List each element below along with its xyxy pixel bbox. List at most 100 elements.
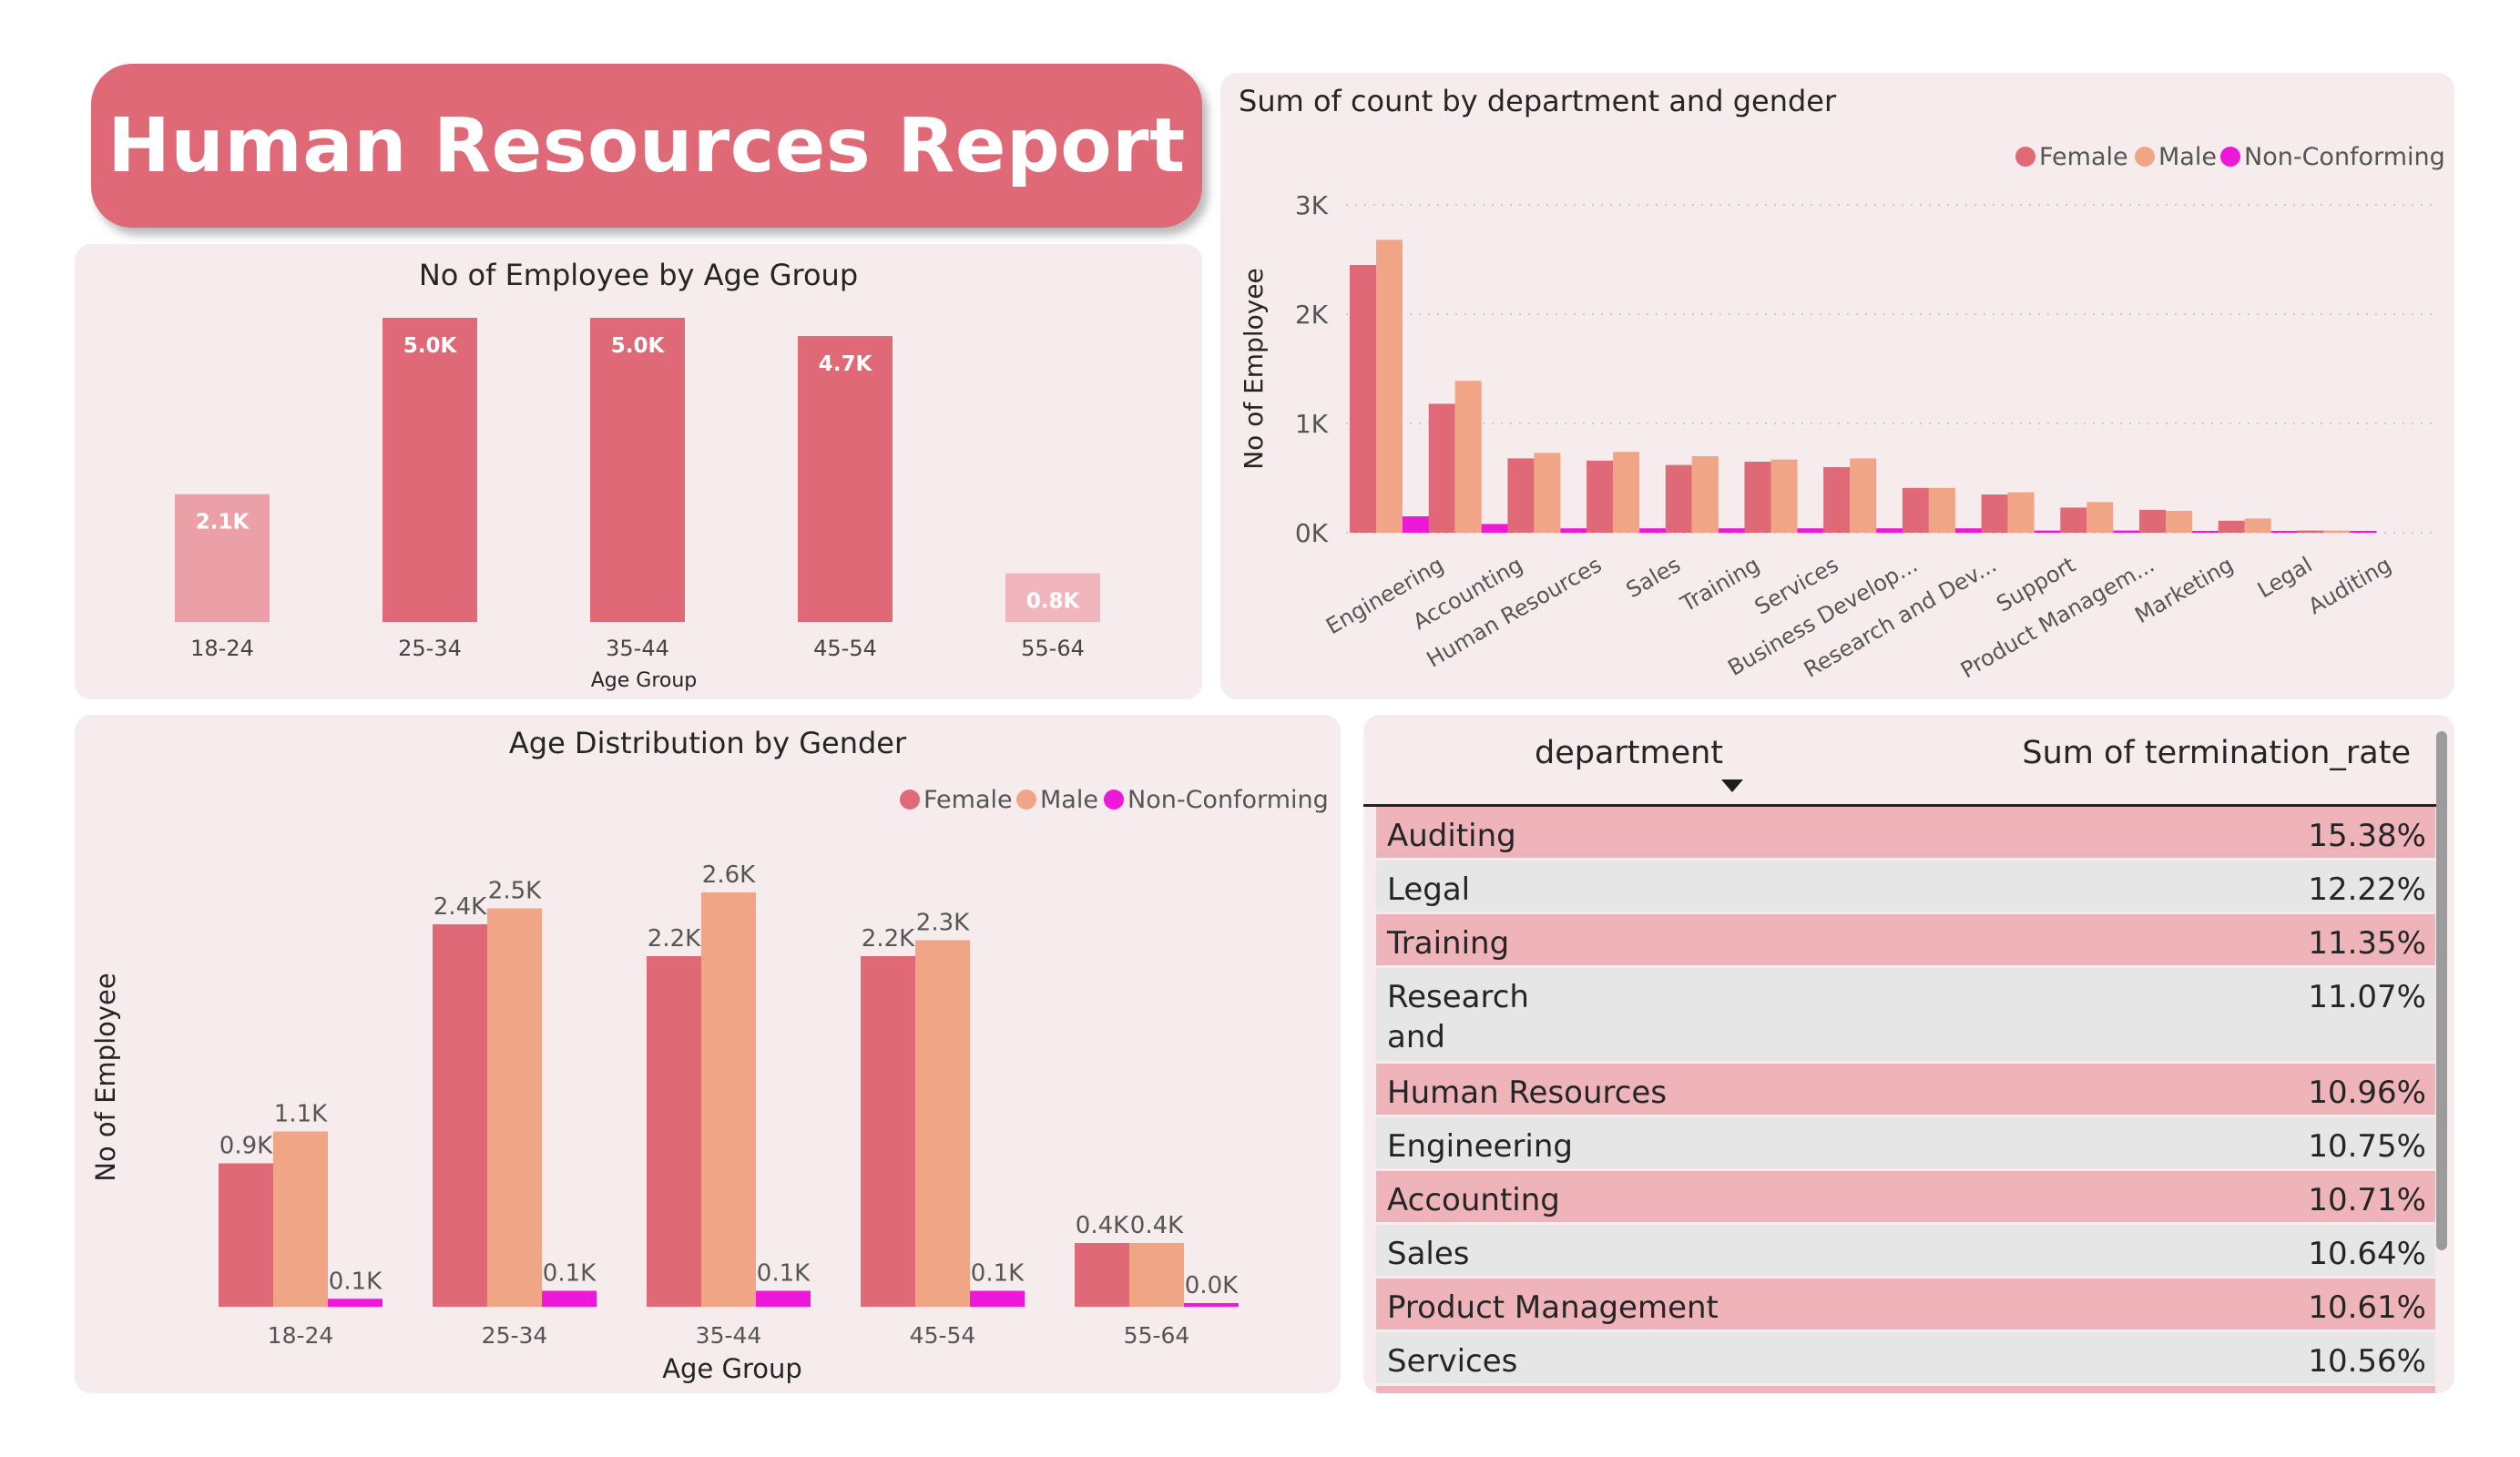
- bar-services-female: [1744, 462, 1771, 533]
- bar-25-34-male: [487, 908, 542, 1307]
- bar-support-non-conforming: [2034, 530, 2061, 533]
- bar-marketing-female: [2139, 509, 2166, 533]
- bar-sales-male: [1613, 452, 1640, 533]
- column-header-department[interactable]: department: [1535, 735, 1724, 771]
- bar-45-54-female: [861, 956, 915, 1307]
- x-tick-25-34: 25-34: [482, 1322, 548, 1349]
- bar-auditing-non-conforming: [2350, 531, 2377, 533]
- x-tick-45-54: 45-54: [910, 1322, 976, 1349]
- bar-45-54-male: [915, 940, 970, 1307]
- bar-support-female: [1981, 494, 2008, 533]
- age-distribution-gender-chart: Age Distribution by Gender Female Male Non-…: [90, 726, 1329, 1384]
- bar-35-44: [590, 318, 685, 622]
- x-axis-label: Age Group: [662, 1353, 802, 1384]
- legend-label-male: Male: [2158, 143, 2217, 171]
- bar-research-and-dev-female: [1902, 487, 1929, 533]
- x-axis-label: Age Group: [591, 669, 698, 692]
- termination-rate-table[interactable]: department Sum of termination_rate Audit…: [1363, 715, 2454, 1393]
- cell-department: Services: [1387, 1343, 1518, 1380]
- sort-desc-icon[interactable]: [1719, 777, 1746, 795]
- cell-termination-rate: 11.07%: [2308, 979, 2426, 1015]
- x-tick-18-24: 18-24: [190, 636, 254, 661]
- data-label-25-34-female: 2.4K: [434, 893, 487, 921]
- table-row[interactable]: Research and Development11.07%: [1376, 968, 2435, 1095]
- x-tick-25-34: 25-34: [398, 636, 462, 661]
- bar-25-34: [383, 318, 477, 622]
- data-label-35-44-female: 2.2K: [648, 925, 701, 953]
- data-label-45-54-male: 2.3K: [916, 910, 970, 937]
- table-row[interactable]: Engineering 10.75%: [1376, 1117, 2435, 1168]
- data-label-45-54-female: 2.2K: [862, 925, 915, 953]
- bar-engineering-female: [1350, 265, 1376, 533]
- legend-dot-non-conforming: [2220, 147, 2240, 167]
- data-label-35-44: 5.0K: [611, 334, 666, 358]
- bar-legal-male: [2244, 518, 2271, 533]
- age-gender-chart-panel[interactable]: Age Distribution by Gender Female Male Non-…: [75, 715, 1341, 1393]
- y-tick-1K: 1K: [1295, 409, 1329, 439]
- bar-35-44-male: [701, 892, 756, 1307]
- data-label-18-24-male: 1.1K: [274, 1101, 328, 1128]
- bar-support-male: [2007, 492, 2035, 533]
- bar-sales-female: [1586, 460, 1614, 533]
- legend-label-female: Female: [923, 786, 1013, 814]
- bar-35-44-non-conforming: [756, 1290, 811, 1307]
- report-title-banner: Human Resources Report: [91, 64, 1202, 228]
- table-scrollbar-thumb[interactable]: [2436, 731, 2447, 1250]
- bar-business-develop-non-conforming: [1876, 528, 1903, 533]
- data-label-25-34-non-conforming: 0.1K: [543, 1260, 597, 1288]
- bar-55-64: [1005, 573, 1100, 622]
- table-row[interactable]: Sales 10.64%: [1376, 1225, 2435, 1276]
- table-row[interactable]: Auditing 15.38%: [1376, 807, 2435, 858]
- legend-label-non-conforming: Non-Conforming: [2244, 143, 2445, 171]
- bar-45-54: [798, 336, 893, 622]
- table-row[interactable]: Training 11.35%: [1376, 914, 2435, 965]
- bar-business-develop-female: [1823, 467, 1851, 533]
- bar-accounting-female: [1428, 403, 1455, 533]
- bar-55-64-female: [1075, 1243, 1129, 1307]
- data-label-18-24: 2.1K: [196, 511, 250, 535]
- age-group-chart-panel[interactable]: No of Employee by Age Group 2.1K 18-24 5.0K…: [75, 244, 1202, 699]
- table-row[interactable]: Product Management 10.61%: [1376, 1279, 2435, 1330]
- table-header: department Sum of termination_rate: [1363, 715, 2447, 807]
- report-title: Human Resources Report: [107, 102, 1186, 189]
- y-tick-0K: 0K: [1295, 518, 1329, 548]
- table-row[interactable]: Legal 12.22%: [1376, 861, 2435, 912]
- data-label-55-64-non-conforming: 0.0K: [1185, 1272, 1239, 1299]
- bar-35-44-female: [647, 956, 701, 1307]
- legend-dot-female: [900, 790, 920, 810]
- legend-dot-male: [1016, 790, 1036, 810]
- bar-services-non-conforming: [1797, 528, 1824, 533]
- bar-product-managem-female: [2060, 507, 2087, 533]
- bar-25-34-non-conforming: [542, 1290, 597, 1307]
- table-row[interactable]: Human Resources 10.96%: [1376, 1064, 2435, 1115]
- bar-55-64-non-conforming: [1184, 1303, 1239, 1307]
- column-header-termination-rate[interactable]: Sum of termination_rate: [2022, 735, 2411, 771]
- cell-termination-rate: 10.75%: [2308, 1128, 2426, 1165]
- cell-department: Product Management: [1387, 1289, 1719, 1326]
- bar-18-24-male: [273, 1131, 328, 1307]
- x-tick-55-64: 55-64: [1021, 636, 1085, 661]
- data-label-55-64-female: 0.4K: [1076, 1212, 1129, 1239]
- table-row[interactable]: Services 10.56%: [1376, 1332, 2435, 1383]
- data-label-55-64: 0.8K: [1026, 590, 1081, 614]
- legend-label-male: Male: [1040, 786, 1098, 814]
- table-row[interactable]: Accounting 10.71%: [1376, 1171, 2435, 1222]
- cell-termination-rate: 10.71%: [2308, 1182, 2426, 1218]
- y-tick-2K: 2K: [1295, 300, 1329, 330]
- bar-accounting-male: [1454, 381, 1482, 533]
- bar-training-female: [1665, 464, 1692, 533]
- cell-department: Auditing: [1387, 818, 1516, 854]
- cell-termination-rate: 15.38%: [2308, 818, 2426, 854]
- bar-18-24-female: [219, 1163, 273, 1307]
- chart-title: No of Employee by Age Group: [419, 258, 858, 292]
- legend-label-female: Female: [2039, 143, 2128, 171]
- cell-department: Engineering: [1387, 1128, 1573, 1165]
- bar-legal-female: [2218, 520, 2245, 533]
- legend-label-non-conforming: Non-Conforming: [1127, 786, 1329, 814]
- chart-title: Sum of count by department and gender: [1239, 84, 1837, 118]
- department-chart-panel[interactable]: Sum of count by department and gender Fem…: [1220, 73, 2454, 699]
- bar-auditing-female: [2297, 530, 2324, 533]
- data-label-25-34: 5.0K: [403, 334, 458, 358]
- legend-dot-female: [2015, 147, 2035, 167]
- data-label-45-54: 4.7K: [819, 352, 873, 376]
